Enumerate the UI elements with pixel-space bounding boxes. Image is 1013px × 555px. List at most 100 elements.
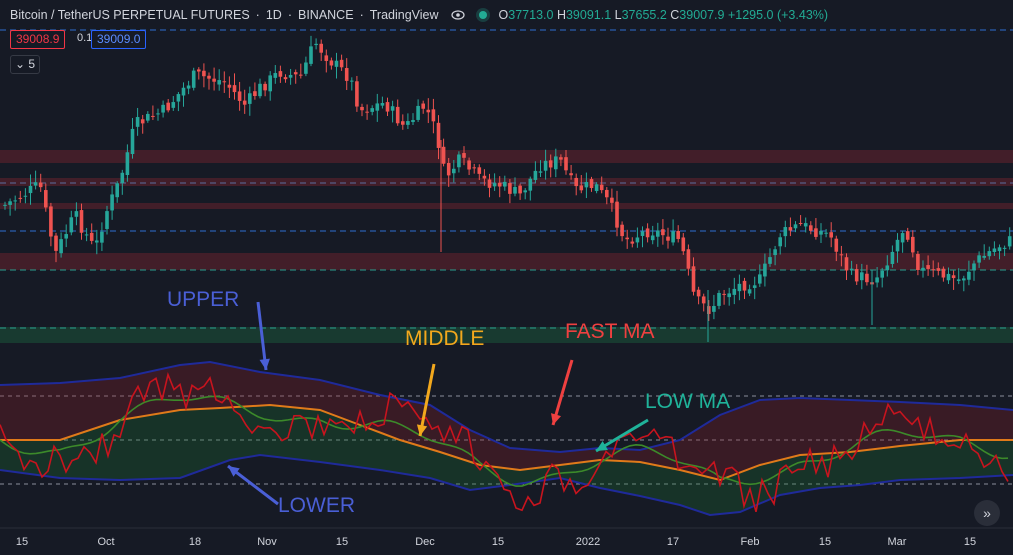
- candle-body: [727, 293, 731, 298]
- candle-body: [737, 283, 742, 292]
- candle-body: [640, 231, 645, 236]
- sell-button[interactable]: 39008.9: [10, 30, 66, 49]
- candle-body: [89, 232, 94, 241]
- candle-body: [579, 185, 584, 191]
- middle-line: [0, 403, 1013, 482]
- candle-body: [574, 177, 578, 187]
- candle-body: [59, 239, 63, 254]
- candle-body: [518, 185, 522, 194]
- candle-body: [472, 167, 476, 169]
- candle-body: [599, 184, 604, 191]
- candle-body: [503, 181, 507, 187]
- candle-body: [54, 235, 58, 251]
- candle-body: [84, 234, 89, 236]
- buy-button[interactable]: 39009.0: [91, 30, 147, 49]
- candle-body: [513, 186, 517, 194]
- candle-body: [900, 233, 905, 243]
- candle-body: [691, 266, 696, 292]
- candle-body: [197, 69, 201, 72]
- candle-body: [610, 197, 614, 203]
- fast-ma-arrow: [551, 359, 574, 426]
- candle-body: [707, 306, 711, 314]
- x-tick-label: Oct: [97, 536, 115, 548]
- annotation-lower: LOWER: [278, 494, 356, 517]
- candle-body: [819, 230, 823, 235]
- candle-body: [268, 75, 272, 92]
- resistance-zone: [0, 150, 1013, 163]
- x-tick-label: 15: [818, 536, 832, 548]
- candle-body: [360, 106, 364, 111]
- candle-body: [630, 241, 635, 244]
- candle-body: [829, 232, 833, 238]
- annotation-upper: UPPER: [167, 288, 240, 311]
- candle-body: [140, 119, 145, 124]
- x-tick-label: 18: [188, 536, 202, 548]
- candle-body: [390, 106, 395, 111]
- symbol-title[interactable]: Bitcoin / TetherUS PERPETUAL FUTURES: [10, 8, 250, 22]
- candle-body: [666, 236, 670, 241]
- candle-body: [411, 120, 415, 123]
- candle-body: [227, 84, 232, 88]
- candle-body: [95, 240, 99, 243]
- candle-body: [370, 108, 374, 112]
- candle-body: [181, 87, 186, 96]
- candle-body: [696, 289, 701, 297]
- exchange-label: BINANCE: [297, 8, 354, 22]
- candle-body: [584, 182, 589, 188]
- candle-body: [329, 60, 334, 66]
- candle-body: [533, 170, 538, 180]
- candle-body: [115, 183, 119, 198]
- candle-body: [253, 91, 257, 97]
- candle-body: [967, 271, 971, 280]
- interval-label[interactable]: 1D: [265, 8, 282, 22]
- candle-body: [809, 225, 813, 231]
- candle-body: [166, 102, 170, 111]
- candle-body: [452, 168, 456, 174]
- scroll-to-realtime-button[interactable]: »: [974, 500, 1000, 526]
- x-tick-label: 15: [15, 536, 29, 548]
- candle-body: [13, 200, 17, 202]
- candle-body: [865, 273, 869, 283]
- annotation-fast-ma: FAST MA: [565, 320, 655, 343]
- candle-body: [462, 153, 466, 158]
- low-ma-line: [0, 395, 1009, 487]
- candle-body: [543, 160, 548, 171]
- candle-body: [79, 210, 84, 233]
- candle-body: [997, 247, 1002, 252]
- candle-body: [844, 257, 849, 271]
- candle-body: [156, 113, 160, 115]
- candle-body: [722, 293, 726, 295]
- upper-band-line: [0, 360, 1013, 454]
- candle-body: [528, 178, 533, 191]
- candle-body: [395, 106, 400, 124]
- candle-body: [916, 254, 920, 271]
- candle-body: [793, 224, 798, 229]
- candle-body: [171, 102, 176, 108]
- candle-body: [650, 235, 655, 241]
- candle-body: [849, 268, 854, 270]
- x-tick-label: Mar: [887, 536, 907, 548]
- candle-body: [875, 277, 879, 283]
- candle-body: [686, 249, 691, 269]
- candle-body: [712, 306, 716, 312]
- candle-body: [135, 117, 140, 127]
- candle-body: [248, 93, 252, 104]
- candle-body: [569, 173, 573, 176]
- candle-body: [554, 156, 558, 170]
- x-tick-label: Dec: [415, 536, 435, 548]
- candle-body: [594, 184, 599, 192]
- collapse-indicators-button[interactable]: ⌄ 5: [10, 55, 41, 74]
- candle-body: [538, 171, 543, 173]
- candle-body: [467, 160, 471, 170]
- candle-body: [926, 265, 930, 269]
- candle-body: [314, 43, 318, 46]
- eye-icon[interactable]: [450, 8, 465, 22]
- candle-body: [18, 197, 23, 199]
- candle-body: [911, 236, 915, 253]
- candle-body: [824, 232, 828, 234]
- candle-body: [278, 71, 283, 77]
- candle-body: [676, 230, 680, 239]
- upper-arrow: [256, 301, 268, 371]
- candle-body: [431, 109, 436, 122]
